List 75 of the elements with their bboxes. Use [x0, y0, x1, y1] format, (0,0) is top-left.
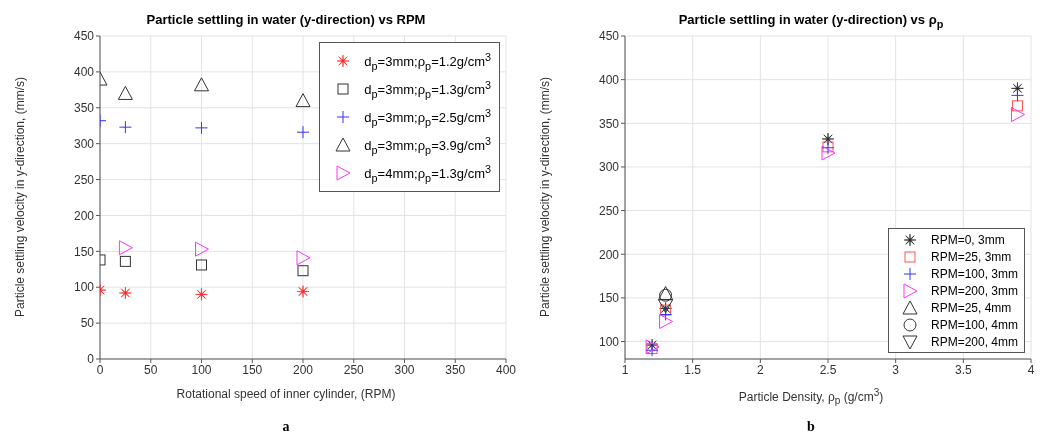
y-tick-label: 100 [598, 334, 620, 349]
point [296, 250, 311, 266]
point [1011, 100, 1023, 112]
point [196, 259, 207, 271]
x-tick-label: 100 [191, 362, 212, 377]
x-tick-label: 4 [1027, 362, 1035, 377]
x-tick-label: 200 [292, 362, 314, 377]
x-tick-label: 400 [495, 362, 517, 377]
point [1010, 88, 1024, 102]
x-tick-label: 250 [343, 362, 365, 377]
point [195, 121, 208, 135]
point [296, 285, 310, 298]
point [195, 288, 208, 301]
y-axis-title: Particle settling velocity in y-direction, (mm/s) [538, 75, 552, 319]
y-tick-label: 350 [598, 116, 620, 131]
legend-label: d$_{p}$=4mm;ρ$_{p}$=1.3g/cm$^{3}$ [364, 162, 491, 184]
y-tick-label: 200 [73, 208, 95, 223]
y-tick-label: 150 [73, 244, 95, 259]
y-tick-label: 450 [598, 29, 620, 44]
y-tick-label: 400 [598, 72, 620, 87]
legend-label: d$_{p}$=3mm;ρ$_{p}$=1.3g/cm$^{3}$ [364, 78, 491, 100]
point [1010, 107, 1025, 123]
text: b [806, 419, 816, 435]
legend-label: RPM=25, 3mm [930, 249, 1012, 264]
x-tick-label: 3 [892, 362, 900, 377]
point [119, 286, 132, 300]
x-axis-title: Particle Density, ρ$_{p}$ (g/cm$^{3}$) [737, 387, 885, 407]
x-tick-label: 1 [621, 362, 629, 377]
point [118, 240, 133, 256]
y-tick-label: 400 [73, 65, 95, 80]
point [119, 255, 131, 267]
legend-label: RPM=100, 4mm [930, 317, 1018, 332]
x-tick-label: 50 [144, 362, 158, 377]
y-tick-label: 100 [73, 280, 95, 295]
y-tick-label: 450 [73, 29, 95, 44]
y-tick-label: 350 [73, 101, 95, 116]
point [194, 77, 209, 92]
legend-label: RPM=200, 3mm [930, 283, 1018, 298]
legend-label: RPM=100, 3mm [930, 266, 1018, 281]
legend-label: RPM=200, 4mm [930, 334, 1018, 349]
legend-label: RPM=25, 4mm [930, 300, 1012, 315]
point [297, 265, 309, 277]
x-tick-label: 2.5 [819, 362, 837, 377]
x-tick-label: 3.5 [954, 362, 972, 377]
point [296, 125, 310, 139]
y-tick-label: 250 [598, 203, 620, 218]
y-tick-label: 200 [598, 247, 620, 262]
legend-label: d$_{p}$=3mm;ρ$_{p}$=1.2g/cm$^{3}$ [364, 50, 491, 72]
chart-title: Particle settling in water (y-direction) vs RPM [145, 12, 427, 27]
point [821, 145, 836, 161]
y-tick-label: 150 [598, 291, 620, 306]
chart-title: Particle settling in water (y-direction) vs ρ$_{p}$ [677, 12, 945, 30]
point [118, 120, 132, 134]
point [659, 313, 674, 329]
legend-label: d$_{p}$=3mm;ρ$_{p}$=2.5g/cm$^{3}$ [364, 106, 491, 128]
y-tick-label: 50 [80, 316, 95, 331]
x-tick-label: 1.5 [684, 362, 702, 377]
y-tick-label: 300 [73, 136, 95, 151]
y-tick-label: 300 [598, 160, 620, 175]
x-axis-title: Rotational speed of inner cylinder, (RPM) [175, 387, 397, 401]
point [1011, 82, 1024, 95]
legend-label: RPM=0, 3mm [930, 232, 1005, 247]
x-tick-label: 300 [394, 362, 415, 377]
point [659, 307, 673, 321]
legend-label: d$_{p}$=3mm;ρ$_{p}$=3.9g/cm$^{3}$ [364, 134, 491, 156]
y-axis-title: Particle settling velocity in y-direction, (mm/s) [13, 75, 27, 319]
text: a [281, 419, 291, 435]
x-tick-label: 350 [445, 362, 466, 377]
y-tick-label: 0 [87, 352, 95, 367]
point [295, 93, 311, 108]
point [195, 241, 209, 257]
x-tick-label: 2 [756, 362, 764, 377]
point [117, 85, 133, 100]
x-tick-label: 150 [242, 362, 263, 377]
y-tick-label: 250 [73, 172, 95, 187]
